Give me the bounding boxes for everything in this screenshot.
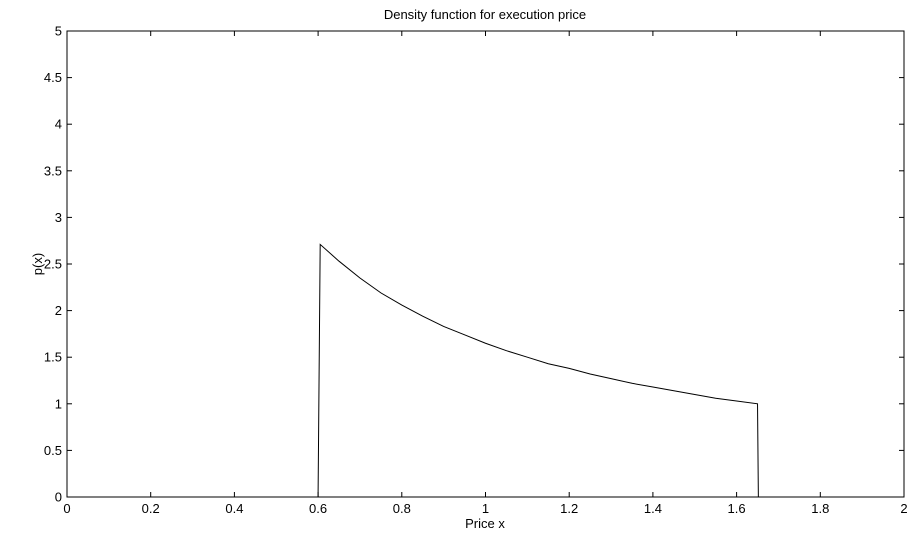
x-tick-label: 1.6 bbox=[728, 501, 746, 516]
plot-area bbox=[66, 30, 905, 498]
y-tick-label: 5 bbox=[55, 24, 62, 39]
x-tick-label: 0.8 bbox=[393, 501, 411, 516]
series-group bbox=[67, 243, 904, 498]
y-tick-label: 4 bbox=[55, 117, 62, 132]
x-tick-label: 0.2 bbox=[142, 501, 160, 516]
x-tick-label: 0.6 bbox=[309, 501, 327, 516]
y-tick-label: 1.5 bbox=[44, 350, 62, 365]
x-tick-label: 2 bbox=[900, 501, 907, 516]
x-axis-ticks: 0 0.2 0.4 0.6 0.8 1 1.2 1.4 1.6 1.8 2 bbox=[63, 31, 908, 516]
x-tick-label: 1.2 bbox=[560, 501, 578, 516]
x-tick-label: 0.4 bbox=[225, 501, 243, 516]
x-axis-title: Price x bbox=[465, 516, 505, 531]
x-tick-label: 1 bbox=[482, 501, 489, 516]
y-tick-label: 2 bbox=[55, 303, 62, 318]
y-tick-label: 0.5 bbox=[44, 443, 62, 458]
y-tick-label: 3.5 bbox=[44, 163, 62, 178]
x-tick-label: 1.8 bbox=[811, 501, 829, 516]
y-tick-label: 2.5 bbox=[44, 257, 62, 272]
x-tick-label: 1.4 bbox=[644, 501, 662, 516]
y-tick-label: 1 bbox=[55, 396, 62, 411]
density-line bbox=[67, 243, 904, 498]
y-tick-label: 3 bbox=[55, 210, 62, 225]
y-axis-ticks: 0 0.5 1 1.5 2 2.5 3 3.5 4 4.5 5 bbox=[44, 24, 904, 505]
x-tick-label: 0 bbox=[63, 501, 70, 516]
y-axis-title: p(x) bbox=[30, 253, 45, 275]
y-tick-label: 4.5 bbox=[44, 70, 62, 85]
y-tick-label: 0 bbox=[55, 490, 62, 505]
chart-title: Density function for execution price bbox=[384, 7, 586, 22]
